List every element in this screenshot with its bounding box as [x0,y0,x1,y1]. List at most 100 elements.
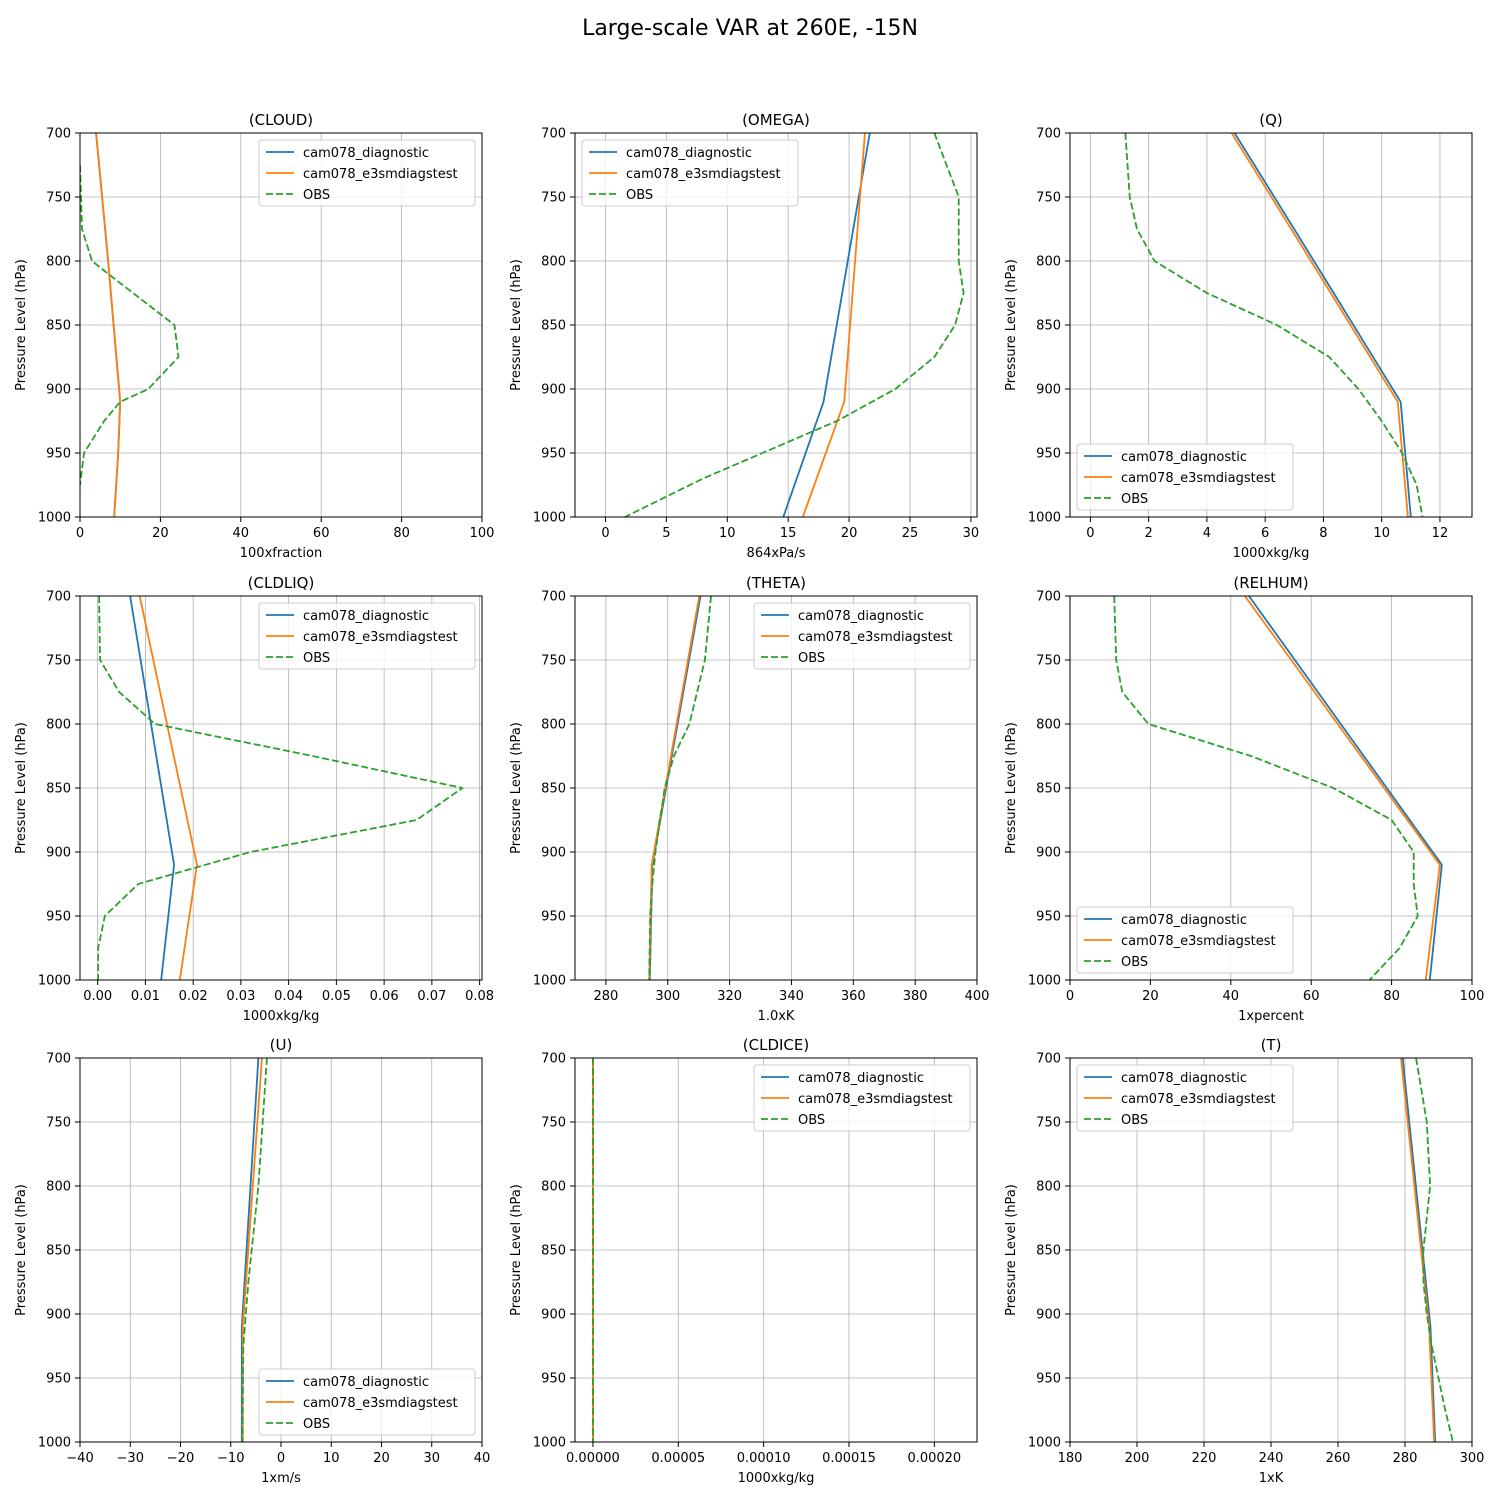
subplot-q: 0 2 4 6 8 10 12 700 750 800 850 900 950 1000 (Q) 1000xk… [1004,111,1473,561]
x-tick-label: 280 [1393,1451,1418,1466]
legend-box [1076,906,1294,974]
y-tick-label: 700 [1036,127,1061,142]
subplot-title: (RELHUM) [1233,574,1308,592]
y-tick-label: 800 [1036,255,1061,270]
x-tick-label: 260 [1326,1451,1351,1466]
y-tick-label: 850 [1036,319,1061,334]
series-line-OBS [1415,1058,1454,1442]
y-tick-label: 850 [541,319,566,334]
subplot-title: (CLDLIQ) [248,574,315,592]
y-tick-label: 900 [1036,846,1061,861]
x-tick-label: 0.00015 [822,1451,876,1466]
y-tick-label: 750 [541,654,566,669]
y-tick-label: 750 [1036,191,1061,206]
y-tick-label: 700 [46,1052,71,1067]
y-tick-label: 700 [541,127,566,142]
y-tick-label: 750 [1036,654,1061,669]
subplot-relhum: 0 20 40 60 80 100 700 750 800 850 900 950 1000 (RELHU… [1004,574,1484,1024]
x-tick-label: 340 [779,989,804,1004]
y-tick-label: 950 [541,910,566,925]
legend: cam078_diagnostic cam078_e3smdiagstest OBS [1076,1064,1294,1132]
legend-label: cam078_diagnostic [798,609,924,624]
legend-box [753,602,971,670]
x-tick-label: 80 [393,526,410,541]
series-line-OBS [97,596,464,980]
y-axis-label: Pressure Level (hPa) [14,722,29,854]
legend-label: cam078_diagnostic [303,1375,429,1390]
series-group [1400,1058,1454,1442]
y-tick-label: 700 [1036,1052,1061,1067]
x-tick-label: 6 [1261,526,1269,541]
series-line-OBS [1113,596,1419,980]
legend-label: OBS [1121,492,1148,507]
x-tick-label: 400 [965,989,990,1004]
x-tick-label: 0.02 [179,989,208,1004]
x-tick-label: 20 [841,526,858,541]
y-tick-label: 800 [1036,1180,1061,1195]
x-tick-label: 0.01 [131,989,160,1004]
subplot-cldice: 0.00000 0.00005 0.00010 0.00015 0.00020 700 75… [509,1036,978,1486]
legend-box [258,1368,476,1436]
series-line-cam078_diagnostic [129,596,175,980]
legend: cam078_diagnostic cam078_e3smdiagstest OBS [753,602,971,670]
legend-box [753,1064,971,1132]
x-tick-label: 0.04 [274,989,303,1004]
series-line-cam078_diagnostic [1401,1058,1437,1442]
legend-label: cam078_diagnostic [626,146,752,161]
y-tick-label: 900 [46,846,71,861]
subplot-t: 180 200 220 240 260 280 300 700 750 800 850 900 950 1… [1004,1036,1484,1486]
y-tick-label: 950 [541,1372,566,1387]
legend-label: cam078_diagnostic [1121,913,1247,928]
y-tick-label: 950 [1036,447,1061,462]
series-group [240,1058,268,1442]
y-tick-label: 1000 [1028,511,1061,526]
y-tick-label: 800 [46,718,71,733]
y-tick-label: 950 [46,447,71,462]
x-tick-label: 0.00000 [566,1451,620,1466]
subplot-title: (OMEGA) [742,111,810,129]
y-axis-label: Pressure Level (hPa) [1004,259,1019,391]
series-group [1124,133,1424,517]
series-line-cam078_e3smdiagstest [138,596,198,980]
y-tick-label: 1000 [533,511,566,526]
x-tick-label: 100 [1460,989,1485,1004]
legend-label: cam078_diagnostic [303,146,429,161]
legend-box [1076,1064,1294,1132]
series-group [624,133,965,517]
legend-box [581,139,799,207]
x-tick-label: 0.00005 [651,1451,705,1466]
y-tick-label: 1000 [533,1436,566,1451]
y-tick-label: 850 [46,1244,71,1259]
y-tick-label: 850 [1036,1244,1061,1259]
x-tick-label: 100 [470,526,495,541]
y-tick-label: 950 [46,1372,71,1387]
y-tick-label: 700 [541,1052,566,1067]
x-tick-label: 0 [1086,526,1094,541]
x-tick-label: 0.00 [83,989,112,1004]
legend-label: cam078_diagnostic [798,1071,924,1086]
subplot-title: (Q) [1259,111,1283,129]
x-tick-label: 20 [373,1451,390,1466]
legend: cam078_diagnostic cam078_e3smdiagstest OBS [258,602,476,670]
legend-label: OBS [798,651,825,666]
y-tick-label: 850 [46,319,71,334]
x-axis-label: 1000xkg/kg [1233,546,1310,561]
x-tick-label: −30 [117,1451,144,1466]
subplot-omega: 0 5 10 15 20 25 30 700 750 800 850 900 950 1000 (OMEGA… [509,111,979,561]
x-tick-label: 300 [655,989,680,1004]
x-axis-label: 100xfraction [240,546,322,561]
series-line-OBS [648,596,712,980]
series-group [80,133,180,517]
y-tick-label: 900 [46,383,71,398]
x-tick-label: 10 [323,1451,340,1466]
y-tick-label: 800 [541,718,566,733]
legend-label: cam078_e3smdiagstest [1121,934,1276,949]
x-tick-label: 2 [1145,526,1153,541]
x-tick-label: 12 [1432,526,1449,541]
y-tick-label: 950 [46,910,71,925]
x-tick-label: 4 [1203,526,1211,541]
x-tick-label: 0 [601,526,609,541]
x-tick-label: 280 [594,989,619,1004]
x-tick-label: 10 [719,526,736,541]
